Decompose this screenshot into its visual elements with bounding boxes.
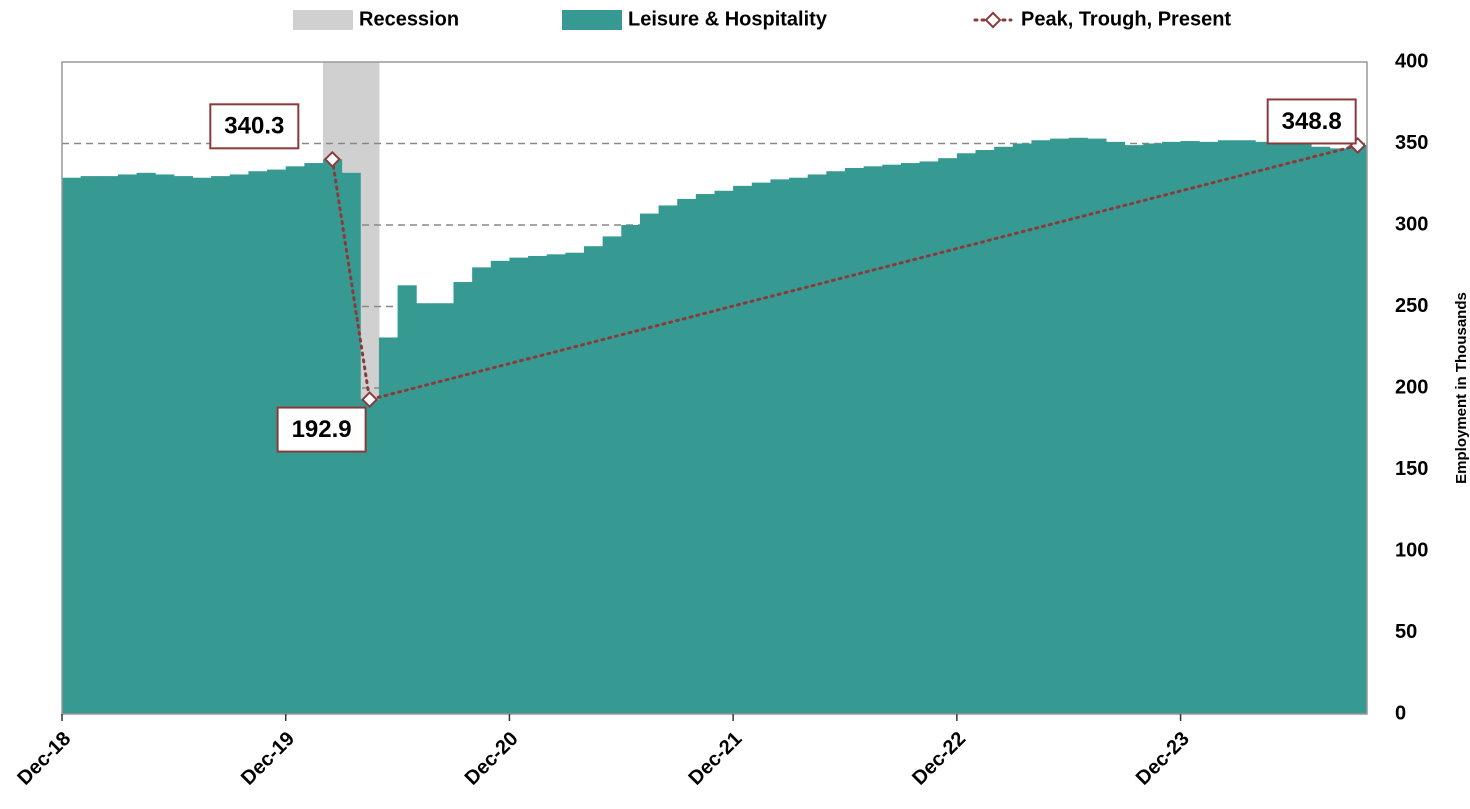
y-tick-label: 300 bbox=[1395, 213, 1428, 235]
bar bbox=[845, 167, 865, 714]
x-tick-label: Dec-22 bbox=[908, 728, 970, 790]
marker bbox=[323, 150, 341, 168]
plot-frame bbox=[61, 61, 1368, 715]
x-tick-label: Dec-19 bbox=[237, 728, 299, 790]
bar bbox=[99, 176, 119, 715]
data-label-box bbox=[276, 406, 367, 453]
bar bbox=[751, 182, 771, 714]
data-label-box bbox=[209, 103, 300, 150]
bar bbox=[248, 171, 268, 714]
data-label: 192.9 bbox=[292, 416, 352, 443]
bar bbox=[807, 174, 827, 715]
bar bbox=[900, 163, 921, 714]
bar bbox=[192, 177, 212, 715]
data-label-box bbox=[1266, 98, 1357, 145]
bar bbox=[584, 246, 604, 714]
bar bbox=[826, 171, 846, 714]
bar bbox=[1087, 138, 1107, 715]
bar bbox=[546, 254, 566, 714]
y-tick-label: 200 bbox=[1395, 376, 1428, 398]
bar bbox=[1348, 145, 1368, 714]
bar bbox=[882, 164, 902, 714]
bar bbox=[229, 174, 249, 715]
legend-swatch bbox=[293, 10, 353, 30]
y-tick-label: 350 bbox=[1395, 132, 1428, 154]
bar bbox=[1199, 141, 1219, 714]
bar bbox=[863, 166, 883, 714]
bar bbox=[173, 176, 193, 715]
bar bbox=[62, 177, 82, 715]
x-tick-label: Dec-18 bbox=[13, 728, 75, 790]
bar bbox=[714, 190, 734, 714]
bar bbox=[80, 176, 100, 715]
bar bbox=[565, 252, 585, 714]
y-tick-label: 400 bbox=[1395, 50, 1428, 72]
bar bbox=[416, 303, 436, 714]
legend-label: Peak, Trough, Present bbox=[1021, 8, 1231, 30]
bar bbox=[1292, 143, 1312, 714]
bar bbox=[136, 172, 156, 715]
bar bbox=[602, 236, 622, 714]
x-tick-label: Dec-23 bbox=[1132, 728, 1194, 790]
bar bbox=[658, 205, 678, 714]
bar bbox=[1106, 141, 1126, 714]
y-tick-label: 50 bbox=[1395, 621, 1417, 643]
bar bbox=[1031, 140, 1051, 715]
bar bbox=[1143, 143, 1163, 714]
y-tick-label: 250 bbox=[1395, 295, 1428, 317]
y-tick-label: 0 bbox=[1395, 702, 1406, 724]
x-tick-label: Dec-20 bbox=[461, 728, 523, 790]
bar bbox=[770, 179, 790, 715]
bar bbox=[919, 161, 939, 714]
bar bbox=[490, 260, 510, 714]
bar bbox=[211, 176, 231, 715]
x-tick-label: Dec-21 bbox=[684, 728, 746, 790]
legend-label: Recession bbox=[359, 8, 459, 30]
bar bbox=[509, 257, 529, 714]
bar bbox=[453, 282, 473, 714]
bar bbox=[472, 267, 492, 714]
legend-swatch bbox=[984, 11, 1002, 29]
bar bbox=[378, 337, 399, 714]
legend-swatch bbox=[562, 10, 622, 30]
bar bbox=[1236, 140, 1256, 715]
bar bbox=[639, 213, 660, 714]
legend-label: Leisure & Hospitality bbox=[628, 8, 828, 30]
bar bbox=[1329, 148, 1349, 714]
bar bbox=[434, 303, 454, 714]
bar bbox=[1180, 141, 1200, 714]
bar bbox=[789, 177, 809, 715]
bar bbox=[528, 255, 548, 714]
marker bbox=[361, 391, 379, 409]
connector-line bbox=[330, 143, 1360, 402]
data-label: 340.3 bbox=[224, 113, 284, 140]
bar bbox=[1012, 143, 1032, 714]
y-tick-label: 100 bbox=[1395, 539, 1428, 561]
bar bbox=[117, 174, 138, 715]
bar bbox=[1273, 141, 1293, 714]
bar bbox=[975, 150, 995, 714]
bar bbox=[397, 285, 417, 714]
bar bbox=[994, 146, 1014, 714]
bar bbox=[1161, 141, 1182, 714]
bar bbox=[155, 174, 175, 715]
bar bbox=[1255, 141, 1275, 714]
bar bbox=[956, 153, 976, 714]
bar bbox=[677, 198, 697, 715]
bar bbox=[733, 185, 753, 714]
bar bbox=[1068, 137, 1088, 715]
y-tick-label: 150 bbox=[1395, 458, 1428, 480]
bar bbox=[1124, 145, 1144, 714]
bar bbox=[1311, 146, 1331, 714]
bar bbox=[1217, 140, 1237, 715]
bar bbox=[621, 225, 641, 714]
bar bbox=[1050, 138, 1070, 715]
y-axis-label: Employment in Thousands bbox=[1453, 292, 1470, 484]
data-label: 348.8 bbox=[1282, 108, 1342, 135]
bar bbox=[360, 399, 380, 714]
bar bbox=[695, 194, 715, 714]
bar bbox=[938, 158, 958, 715]
